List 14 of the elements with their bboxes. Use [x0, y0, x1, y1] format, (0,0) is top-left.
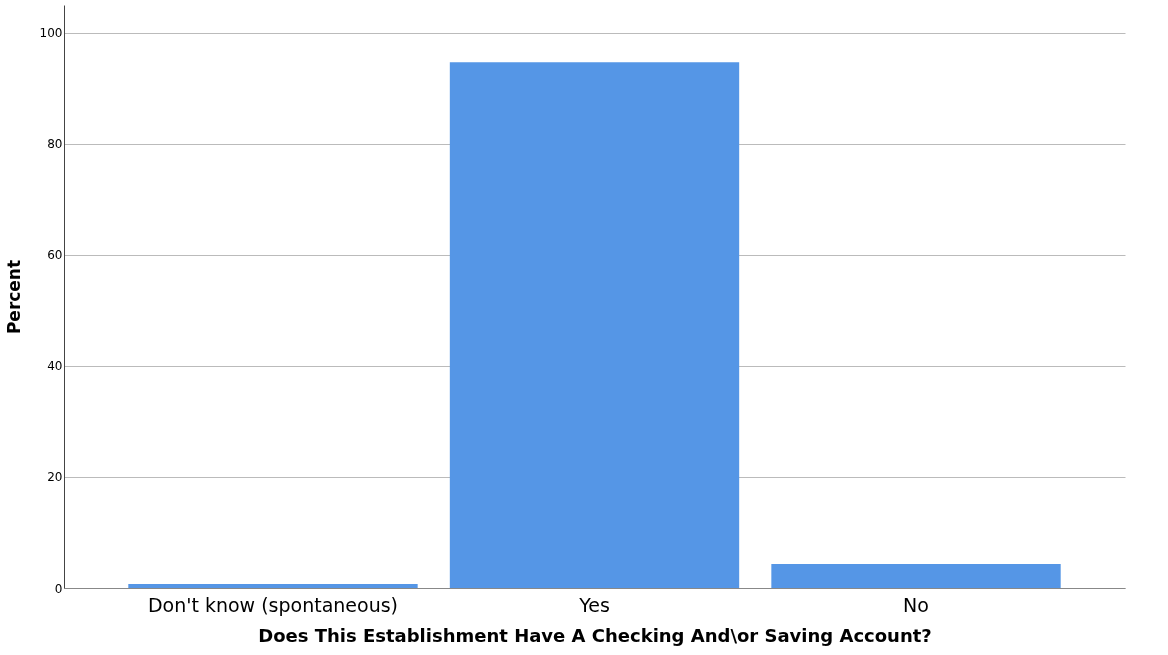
- bar: [128, 584, 418, 588]
- y-tick-label: 0: [54, 581, 63, 596]
- y-tick-label: 20: [47, 470, 63, 485]
- x-tick-label: No: [903, 593, 929, 616]
- bar: [449, 62, 740, 588]
- x-axis-title: Does This Establishment Have A Checking And\or Saving Account?: [258, 624, 932, 646]
- x-tick-label: Don't know (spontaneous): [147, 593, 399, 616]
- y-tick-label: 80: [47, 137, 63, 152]
- y-axis-title: Percent: [3, 259, 24, 335]
- y-tick-label: 100: [39, 26, 63, 41]
- y-tick-label: 60: [47, 248, 63, 263]
- x-tick-label: Yes: [578, 593, 610, 616]
- bar: [771, 564, 1061, 588]
- y-tick-label: 40: [47, 359, 63, 374]
